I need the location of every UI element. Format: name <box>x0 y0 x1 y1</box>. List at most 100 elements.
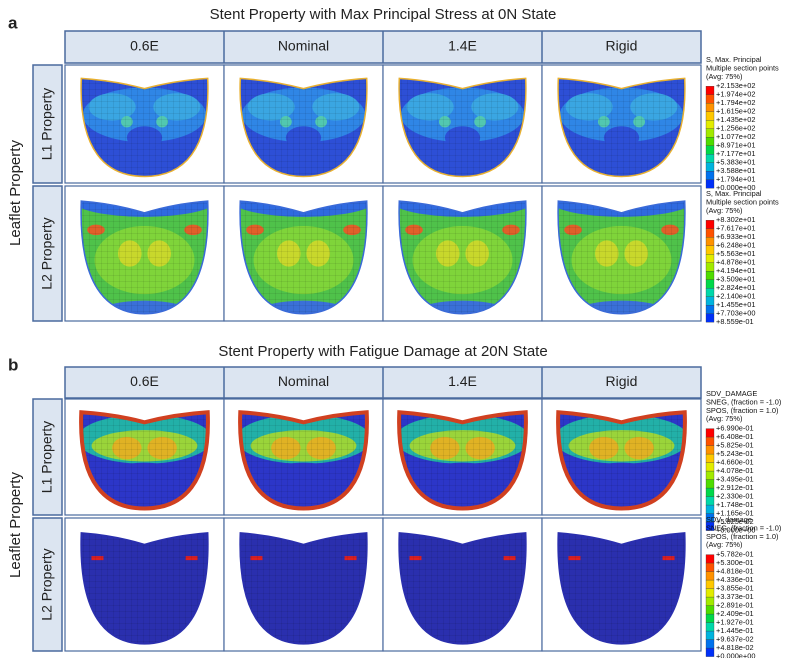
leaflet-outline <box>557 200 686 315</box>
legend-value: +4.660e-01 <box>716 458 754 467</box>
legend-value: +3.588e+01 <box>716 166 755 175</box>
legend-value: +1.165e-01 <box>716 509 754 518</box>
column-header: Nominal <box>278 373 329 389</box>
legend-swatch <box>705 504 715 514</box>
legend-value: +2.330e-01 <box>716 492 754 501</box>
legend-value: +4.336e-01 <box>716 575 754 584</box>
legend-swatch <box>705 271 715 280</box>
legend-swatch <box>705 436 715 446</box>
legend-swatch <box>705 562 715 572</box>
legend-value: +0.000e+00 <box>716 526 755 535</box>
panel-title: Stent Property with Fatigue Damage at 20… <box>218 343 547 360</box>
legend-value: +6.408e-01 <box>716 432 754 441</box>
legend-header: SNEG, (fraction = -1.0) <box>706 523 781 532</box>
legend-value: +6.933e+01 <box>716 232 755 241</box>
legend-swatch <box>705 162 715 172</box>
legend-swatch <box>705 496 715 506</box>
legend-value: +4.818e-01 <box>716 567 754 576</box>
legend-value: +1.455e+01 <box>716 300 755 309</box>
legend-swatch <box>705 554 715 564</box>
legend-value: +7.617e+01 <box>716 224 755 233</box>
legend-value: +5.782e-01 <box>716 550 754 559</box>
legend-swatch <box>705 622 715 632</box>
legend-swatch <box>705 120 715 129</box>
legend-value: +8.971e+01 <box>716 141 755 150</box>
leaflet-outline <box>239 532 368 645</box>
legend-value: +8.559e-01 <box>716 317 754 326</box>
legend-swatch <box>705 428 715 438</box>
legend-value: +4.878e+01 <box>716 258 755 267</box>
panel-label: b <box>8 355 18 374</box>
legend-swatch <box>705 279 715 289</box>
legend-swatch <box>705 171 715 180</box>
legend-value: +9.637e-02 <box>716 635 754 644</box>
column-header: Nominal <box>278 38 329 54</box>
row-header <box>32 185 63 322</box>
leaflet-outline <box>557 77 686 178</box>
legend-value: +7.177e+01 <box>716 149 755 158</box>
legend-swatch <box>705 605 715 615</box>
legend-swatch <box>705 254 715 263</box>
row-group-label: Leaflet Property <box>7 140 24 246</box>
leaflet-outline <box>239 77 368 178</box>
legend-swatch <box>705 613 715 623</box>
row-header-text: L1 Property <box>39 88 55 160</box>
legend-swatch <box>705 103 715 112</box>
legend-swatch <box>705 453 715 463</box>
legend-value: +5.300e-01 <box>716 558 754 567</box>
leaflet-contour <box>240 78 367 177</box>
row-header-text: L1 Property <box>39 421 55 493</box>
legend-value: +1.615e+02 <box>716 107 755 116</box>
legend-value: +2.891e-01 <box>716 601 754 610</box>
leaflet-outline <box>398 200 527 315</box>
legend-header: SDV_DAMAGE <box>706 389 757 398</box>
legend-value: +6.990e-01 <box>716 424 754 433</box>
legend-swatch <box>705 94 715 104</box>
legend-swatch <box>705 579 715 589</box>
legend-value: +2.912e-01 <box>716 483 754 492</box>
legend-swatch <box>705 305 715 314</box>
legend-value: +2.153e+02 <box>716 81 755 90</box>
column-header: 1.4E <box>448 38 477 54</box>
legend-swatch <box>705 154 715 163</box>
legend-swatch <box>705 220 715 229</box>
column-header: 0.6E <box>130 373 159 389</box>
legend-value: +2.824e+01 <box>716 283 755 292</box>
panel-title: Stent Property with Max Principal Stress… <box>210 6 557 23</box>
legend-value: +3.855e-01 <box>716 584 754 593</box>
legend-swatch <box>705 128 715 138</box>
legend-swatch <box>705 445 715 455</box>
legend-header: S, Max. Principal <box>706 189 762 198</box>
leaflet-outline <box>398 77 527 178</box>
legend-value: +1.927e-01 <box>716 618 754 627</box>
legend-swatch <box>705 228 715 238</box>
legend-header: SPOS, (fraction = 1.0) <box>706 406 779 415</box>
legend-swatch <box>705 237 715 246</box>
leaflet-contour <box>81 78 208 177</box>
leaflet-outline <box>397 410 528 511</box>
legend-swatch <box>705 86 715 95</box>
legend-header: (Avg: 75%) <box>706 206 742 215</box>
legend-swatch <box>705 487 715 497</box>
row-header-text: L2 Property <box>39 217 55 289</box>
legend-swatch <box>705 111 715 121</box>
column-header: 1.4E <box>448 373 477 389</box>
legend-swatch <box>705 462 715 472</box>
legend-swatch <box>705 145 715 155</box>
leaflet-outline <box>557 532 686 645</box>
legend-value: +4.078e-01 <box>716 466 754 475</box>
legend-swatch <box>705 521 715 531</box>
legend-header: SNEG, (fraction = -1.0) <box>706 397 781 406</box>
legend-swatch <box>705 588 715 598</box>
legend-value: +4.818e-02 <box>716 643 754 652</box>
legend-value: +1.256e+02 <box>716 124 755 133</box>
legend-swatch <box>705 479 715 489</box>
legend-header: S, Max. Principal <box>706 55 762 64</box>
column-header: Rigid <box>606 373 638 389</box>
legend-value: +3.509e+01 <box>716 275 755 284</box>
legend-swatch <box>705 639 715 649</box>
legend-value: +7.703e+00 <box>716 309 755 318</box>
row-header <box>32 517 63 652</box>
leaflet-outline <box>80 532 209 645</box>
